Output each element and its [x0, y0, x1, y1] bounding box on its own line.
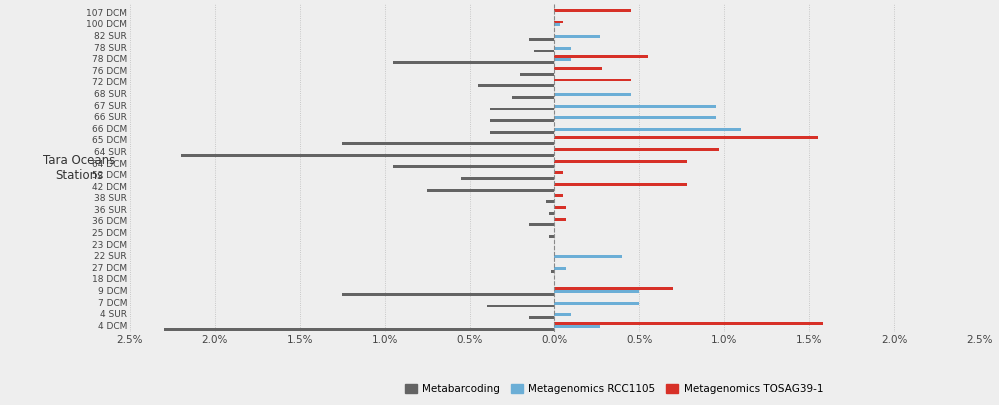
Bar: [554, 23, 559, 26]
Bar: [554, 128, 741, 131]
Bar: [461, 177, 554, 180]
Bar: [554, 171, 562, 174]
Bar: [554, 79, 631, 81]
Bar: [490, 131, 554, 134]
Bar: [554, 160, 687, 162]
Bar: [490, 107, 554, 111]
Bar: [554, 67, 602, 70]
Bar: [393, 166, 554, 168]
Bar: [549, 235, 554, 238]
Bar: [549, 212, 554, 215]
Bar: [554, 290, 639, 293]
Bar: [554, 183, 687, 186]
Bar: [554, 55, 647, 58]
Bar: [554, 313, 571, 316]
Legend: Metabarcoding, Metagenomics RCC1105, Metagenomics TOSAG39-1: Metabarcoding, Metagenomics RCC1105, Met…: [401, 380, 827, 398]
Bar: [554, 104, 715, 107]
Bar: [554, 148, 719, 151]
Bar: [528, 224, 554, 226]
Bar: [534, 49, 554, 52]
Bar: [520, 73, 554, 76]
Bar: [554, 93, 631, 96]
Bar: [554, 47, 571, 49]
Bar: [511, 96, 554, 99]
Y-axis label: Tara Oceans
Stations: Tara Oceans Stations: [43, 154, 115, 182]
Bar: [554, 136, 817, 139]
Bar: [490, 119, 554, 122]
Bar: [478, 84, 554, 87]
Bar: [554, 302, 639, 305]
Bar: [554, 35, 600, 38]
Bar: [554, 194, 562, 197]
Bar: [554, 325, 600, 328]
Bar: [545, 200, 554, 203]
Bar: [181, 154, 554, 157]
Bar: [487, 305, 554, 307]
Bar: [554, 287, 673, 290]
Bar: [551, 270, 554, 273]
Bar: [164, 328, 554, 330]
Bar: [554, 116, 715, 119]
Bar: [427, 189, 554, 192]
Bar: [342, 293, 554, 296]
Bar: [554, 58, 571, 61]
Bar: [554, 9, 631, 12]
Bar: [528, 38, 554, 41]
Bar: [342, 142, 554, 145]
Bar: [528, 316, 554, 319]
Bar: [554, 267, 566, 270]
Bar: [554, 21, 562, 23]
Bar: [554, 206, 566, 209]
Bar: [393, 61, 554, 64]
Bar: [554, 217, 566, 221]
Bar: [554, 255, 622, 258]
Bar: [554, 322, 823, 325]
